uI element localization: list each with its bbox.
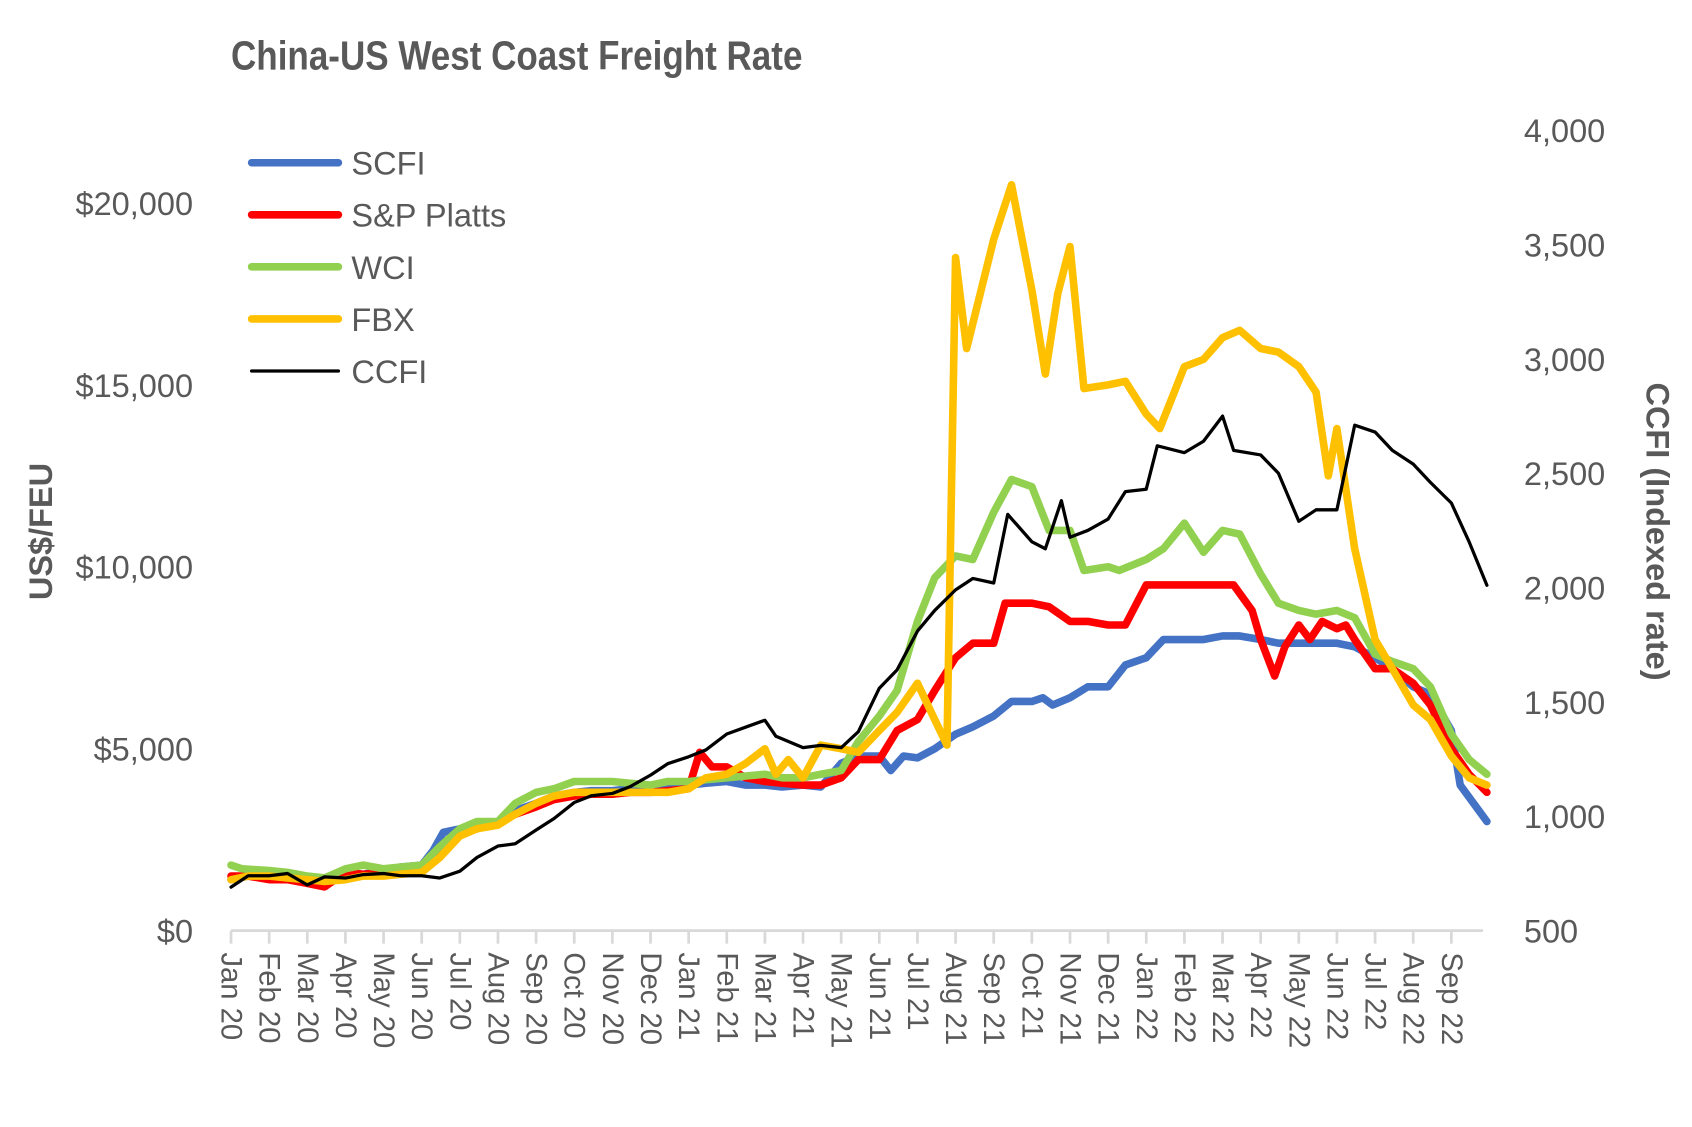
y2-tick-label: 2,000: [1524, 571, 1605, 607]
legend-item: WCI: [247, 250, 415, 286]
legend-item: S&P Platts: [247, 198, 506, 234]
y-tick-label: $10,000: [76, 550, 194, 586]
x-tick-label: Sep 22: [1435, 952, 1468, 1045]
x-axis: Jan 20 Feb 20 Mar 20 Apr 20 May 20 Jun 20 Jul …: [215, 929, 1483, 1048]
y2-tick-label: 1,000: [1524, 799, 1605, 835]
x-tick-label: Mar 22: [1206, 952, 1239, 1043]
x-tick-label: May 22: [1282, 952, 1315, 1048]
x-tick-label: May 20: [367, 952, 400, 1048]
y2-tick-label: 500: [1524, 914, 1578, 950]
x-tick-label: Jun 21: [863, 952, 896, 1040]
x-tick-label: Aug 22: [1397, 952, 1430, 1045]
legend-label: CCFI: [351, 354, 427, 390]
legend-label: FBX: [351, 302, 414, 338]
x-tick-label: Mar 20: [291, 952, 324, 1043]
series-line-wci: [227, 475, 1491, 882]
x-tick-label: Oct 20: [558, 952, 591, 1038]
y-tick-label: $15,000: [76, 368, 194, 404]
legend-label: WCI: [351, 250, 414, 286]
legend-item: CCFI: [250, 354, 427, 390]
legend: SCFI S&P Platts WCI FBX CCFI: [247, 146, 506, 390]
x-tick-label: Apr 21: [787, 952, 820, 1038]
y-tick-label: $0: [157, 914, 193, 950]
y2-tick-label: 1,500: [1524, 685, 1605, 721]
x-tick-label: Jul 21: [901, 952, 934, 1030]
y-axis-title: US$/FEU: [23, 463, 59, 600]
x-tick-label: Mar 21: [748, 952, 781, 1043]
y2-axis-ticks: 500 1,000 1,500 2,000 2,500 3,000 3,500 4,000: [1524, 113, 1605, 949]
y-axis-ticks: $0 $5,000 $10,000 $15,000 $20,000: [76, 186, 194, 950]
x-tick-label: Nov 20: [596, 952, 629, 1045]
x-tick-label: Sep 21: [977, 952, 1010, 1045]
x-tick-label: Jul 20: [443, 952, 476, 1030]
x-tick-label: Aug 21: [939, 952, 972, 1045]
x-tick-label: Jul 22: [1359, 952, 1392, 1030]
y-tick-label: $20,000: [76, 186, 194, 222]
y-tick-label: $5,000: [94, 732, 193, 768]
series-lines: [227, 180, 1491, 891]
x-tick-label: Sep 20: [520, 952, 553, 1045]
y2-axis-title: CCFI (Indexed rate): [1639, 382, 1675, 680]
y2-tick-label: 4,000: [1524, 113, 1605, 149]
x-tick-label: Apr 22: [1244, 952, 1277, 1038]
legend-item: FBX: [247, 302, 415, 338]
legend-label: S&P Platts: [351, 198, 506, 234]
legend-item: SCFI: [247, 146, 425, 182]
x-tick-label: Dec 21: [1092, 952, 1125, 1045]
x-tick-label: Dec 20: [634, 952, 667, 1045]
x-tick-label: Feb 21: [710, 952, 743, 1043]
series-line-fbx: [227, 180, 1491, 886]
y2-tick-label: 3,000: [1524, 342, 1605, 378]
x-tick-label: Feb 20: [253, 952, 286, 1043]
x-tick-label: Aug 20: [481, 952, 514, 1045]
y2-tick-label: 2,500: [1524, 456, 1605, 492]
x-tick-label: Jun 20: [405, 952, 438, 1040]
x-tick-label: Jan 22: [1130, 952, 1163, 1040]
x-tick-label: Oct 21: [1015, 952, 1048, 1038]
y2-tick-label: 3,500: [1524, 227, 1605, 263]
legend-label: SCFI: [351, 146, 425, 182]
x-tick-label: Apr 20: [329, 952, 362, 1038]
series-line-ccfi: [229, 414, 1489, 889]
x-tick-label: Nov 21: [1053, 952, 1086, 1045]
x-tick-label: Jan 20: [215, 952, 248, 1040]
x-tick-label: May 21: [825, 952, 858, 1048]
chart-title: China-US West Coast Freight Rate: [231, 33, 802, 79]
x-tick-label: Jan 21: [672, 952, 705, 1040]
x-tick-label: Feb 22: [1168, 952, 1201, 1043]
x-tick-label: Jun 22: [1320, 952, 1353, 1040]
